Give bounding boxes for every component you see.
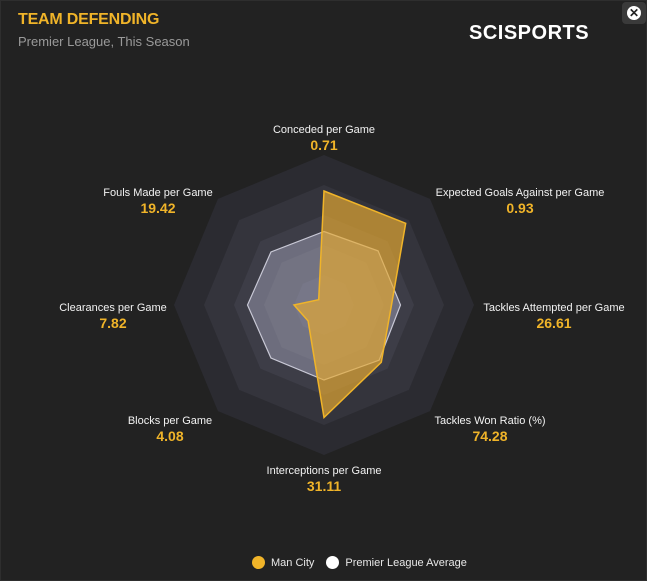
axis-label: Tackles Won Ratio (%) 74.28 <box>434 415 545 444</box>
axis-name: Conceded per Game <box>272 124 376 136</box>
scisports-logo: SCISPORTS <box>469 22 590 44</box>
chart-subtitle: Premier League, This Season <box>18 34 190 49</box>
axis-name: Clearances per Game <box>59 302 167 314</box>
chart-title: TEAM DEFENDING <box>18 11 160 28</box>
axis-name: Blocks per Game <box>127 415 213 427</box>
axis-name: Interceptions per Game <box>266 465 382 477</box>
axis-value: 31.11 <box>306 478 342 494</box>
axis-name: Tackles Won Ratio (%) <box>434 415 546 427</box>
axis-name: Tackles Attempted per Game <box>483 302 625 314</box>
legend-label: Premier League Average <box>345 556 467 569</box>
legend-item-man-city[interactable]: Man City <box>252 556 314 569</box>
axis-label: Conceded per Game 0.71 <box>273 124 375 153</box>
axis-value: 0.93 <box>506 200 534 216</box>
axis-value: 7.82 <box>99 315 127 331</box>
axis-value: 74.28 <box>472 428 508 444</box>
axis-label: Fouls Made per Game 19.42 <box>103 187 212 216</box>
axis-label: Tackles Attempted per Game 26.61 <box>483 302 624 331</box>
axis-value: 4.08 <box>156 428 184 444</box>
axis-label: Blocks per Game 4.08 <box>128 415 212 444</box>
axis-name: Expected Goals Against per Game <box>435 187 605 199</box>
axis-label: Expected Goals Against per Game 0.93 <box>436 187 605 216</box>
average-swatch <box>326 556 340 569</box>
axis-value: 19.42 <box>140 200 176 216</box>
axis-value: 0.71 <box>310 137 338 153</box>
man-city-polygon <box>292 189 407 420</box>
close-icon: ✕ <box>627 6 641 20</box>
legend-label: Man City <box>271 556 315 569</box>
axis-value: 26.61 <box>536 315 572 331</box>
axis-label: Clearances per Game 7.82 <box>59 302 167 331</box>
legend: Man City Premier League Average <box>252 556 479 569</box>
legend-item-league-average[interactable]: Premier League Average <box>326 556 467 569</box>
axis-name: Fouls Made per Game <box>103 187 213 199</box>
close-button[interactable]: ✕ <box>622 2 646 24</box>
axis-label: Interceptions per Game 31.11 <box>267 465 382 494</box>
man-city-swatch <box>252 556 265 569</box>
